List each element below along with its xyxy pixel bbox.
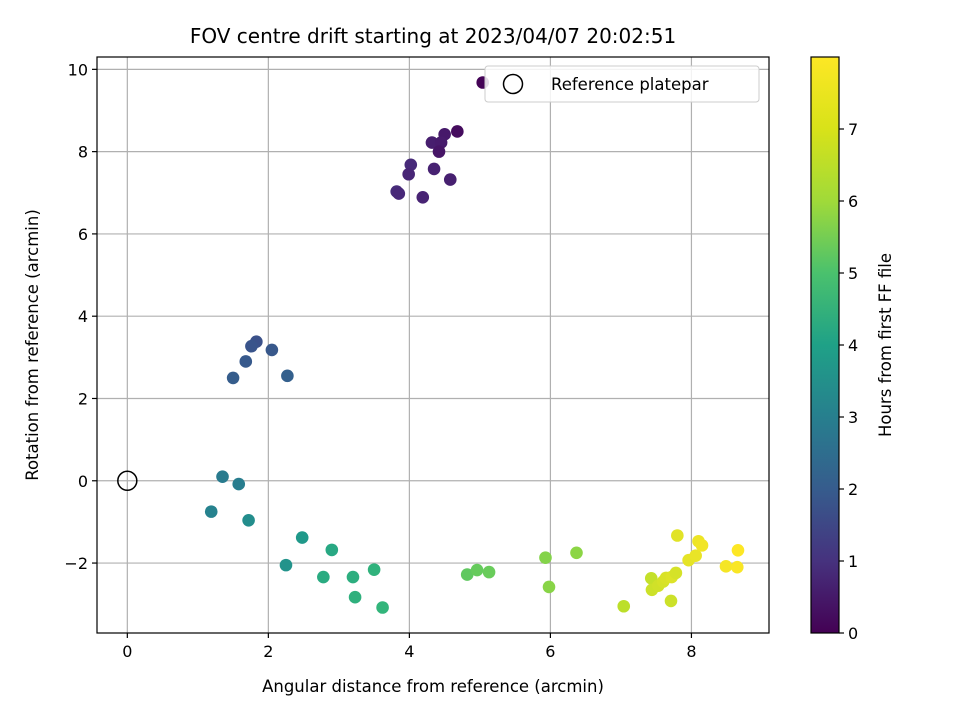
data-point-33: [482, 565, 496, 579]
scatter-points: [117, 76, 745, 614]
data-point-37: [617, 599, 631, 613]
colorbar-tick-label: 4: [848, 336, 858, 355]
data-point-48: [689, 549, 702, 562]
colorbar-tick-label: 0: [848, 624, 858, 643]
x-tick-label: 6: [545, 642, 555, 661]
data-point-21: [204, 505, 218, 518]
data-point-31: [460, 568, 474, 581]
data-point-30: [376, 601, 389, 614]
data-point-25: [325, 543, 339, 557]
legend-box: [484, 65, 760, 103]
y-tick-label: 0: [78, 472, 88, 491]
data-point-22: [242, 513, 255, 527]
data-point-32: [470, 563, 484, 577]
plot-frame: [96, 56, 770, 634]
legend-label-reference: Reference platepar: [551, 75, 709, 94]
colorbar-label: Hours from first FF file: [876, 253, 895, 437]
data-point-12: [416, 190, 430, 204]
data-point-17: [226, 371, 240, 385]
data-point-5: [432, 145, 446, 158]
data-point-36: [570, 546, 583, 560]
y-axis-label: Rotation from reference (arcmin): [23, 209, 42, 481]
data-point-23: [279, 558, 293, 572]
data-point-7: [443, 173, 457, 186]
colorbar: [810, 56, 840, 634]
colorbar-tick-label: 7: [848, 120, 858, 139]
data-point-29: [367, 563, 381, 576]
data-point-26: [317, 570, 330, 584]
data-point-6: [427, 162, 441, 176]
legend: Reference platepar: [484, 65, 760, 103]
data-point-28: [348, 590, 362, 604]
x-tick-label: 0: [122, 642, 132, 661]
data-point-45: [664, 594, 678, 608]
x-tick-label: 8: [686, 642, 696, 661]
data-point-16: [239, 355, 253, 368]
y-tick-label: −2: [64, 554, 88, 573]
data-point-46: [671, 529, 684, 542]
data-point-35: [542, 580, 556, 594]
x-axis-ticks: 0 2 4 6 8: [122, 633, 697, 661]
data-point-18: [281, 369, 294, 383]
y-tick-label: 6: [78, 225, 88, 244]
data-point-11: [392, 187, 406, 200]
data-point-34: [539, 551, 552, 565]
data-point-27: [346, 570, 360, 584]
colorbar-tick-label: 3: [848, 408, 858, 427]
data-point-53: [731, 544, 745, 557]
data-point-20: [232, 477, 246, 491]
data-point-1: [451, 125, 464, 138]
data-point-8: [404, 158, 418, 172]
colorbar-tick-label: 2: [848, 480, 858, 499]
data-point-51: [719, 560, 733, 573]
y-tick-label: 2: [78, 389, 88, 408]
data-point-50: [695, 539, 709, 552]
y-tick-label: 4: [78, 307, 88, 326]
data-point-19: [216, 470, 229, 483]
y-tick-label: 10: [68, 60, 88, 79]
data-point-24: [295, 531, 309, 544]
y-tick-label: 8: [78, 143, 88, 162]
data-point-15: [265, 343, 279, 357]
x-tick-label: 4: [404, 642, 414, 661]
colorbar-ticks: 0 1 2 3 4 5 6 7: [839, 120, 858, 643]
colorbar-tick-label: 6: [848, 192, 858, 211]
reference-platepar-marker: [117, 470, 138, 492]
x-tick-label: 2: [263, 642, 273, 661]
chart-title: FOV centre drift starting at 2023/04/07 …: [190, 24, 676, 48]
data-point-14: [245, 339, 258, 353]
colorbar-tick-label: 1: [848, 552, 858, 571]
data-point-52: [730, 560, 744, 574]
x-axis-label: Angular distance from reference (arcmin): [262, 677, 604, 696]
data-point-3: [425, 136, 439, 149]
legend-marker-reference: [502, 73, 524, 95]
data-point-9: [402, 167, 415, 181]
y-axis-ticks: 10 8 6 4 2 0 −2: [64, 60, 97, 573]
data-point-44: [669, 566, 683, 580]
colorbar-tick-label: 5: [848, 264, 858, 283]
